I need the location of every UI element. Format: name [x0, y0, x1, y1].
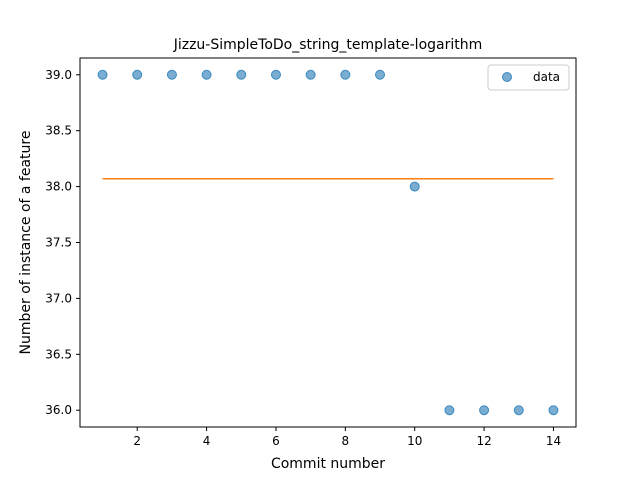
legend: data: [487, 64, 570, 91]
data-point: [270, 69, 281, 80]
x-axis-ticks: 2 4 6 8 10 12 14: [133, 427, 561, 448]
y-tick-label: 36.5: [45, 347, 72, 361]
x-tick-label: 2: [133, 434, 141, 448]
y-tick-label: 38.0: [45, 180, 72, 194]
x-tick-label: 8: [342, 434, 350, 448]
data-point: [236, 69, 247, 80]
axes-frame: [79, 57, 577, 428]
x-tick-label: 14: [546, 434, 561, 448]
data-point: [97, 69, 108, 80]
data-point: [305, 69, 316, 80]
data-point: [166, 69, 177, 80]
y-tick-label: 36.0: [45, 403, 72, 417]
y-tick-label: 37.5: [45, 236, 72, 250]
y-tick-label: 38.5: [45, 124, 72, 138]
y-axis-label: Number of instance of a feature: [18, 131, 34, 355]
x-axis-label: Commit number: [271, 456, 385, 472]
x-tick-label: 12: [476, 434, 491, 448]
data-point: [340, 69, 351, 80]
x-tick-label: 10: [407, 434, 422, 448]
y-tick-label: 39.0: [45, 68, 72, 82]
legend-marker-data: [502, 72, 512, 82]
data-point: [548, 405, 559, 416]
data-point: [132, 69, 143, 80]
legend-box: [487, 64, 570, 91]
data-point: [513, 405, 524, 416]
legend-label-data: data: [533, 70, 560, 84]
plot-area: [97, 69, 559, 416]
data-point: [444, 405, 455, 416]
data-point: [479, 405, 490, 416]
y-tick-label: 37.0: [45, 291, 72, 305]
data-point: [201, 69, 212, 80]
y-axis-ticks: 36.0 36.5 37.0 37.5 38.0 38.5 39.0: [45, 68, 80, 417]
data-point: [409, 181, 420, 192]
x-tick-label: 6: [272, 434, 280, 448]
chart-title: Jizzu-SimpleToDo_string_template-logarit…: [173, 37, 483, 53]
data-point: [375, 69, 386, 80]
x-tick-label: 4: [203, 434, 211, 448]
